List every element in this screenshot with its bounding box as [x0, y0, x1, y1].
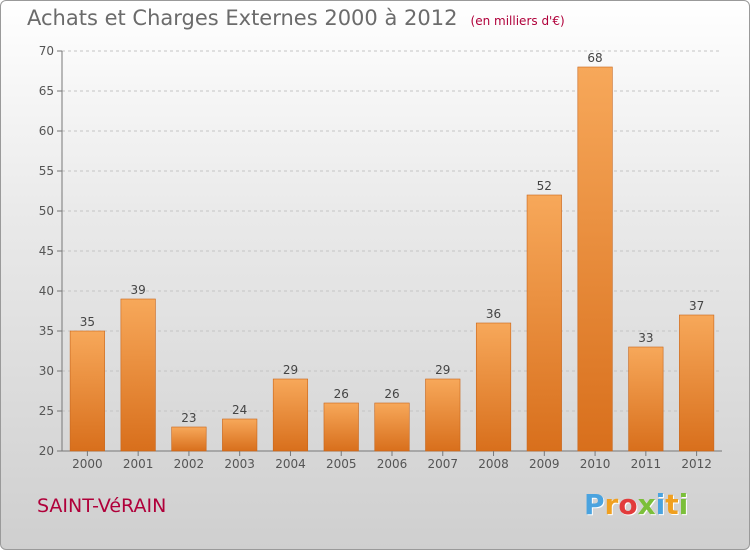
- x-tick-label: 2007: [427, 457, 458, 471]
- logo-letter: x: [637, 488, 656, 521]
- proxiti-logo: Proxiti: [584, 488, 688, 521]
- x-tick-label: 2012: [681, 457, 712, 471]
- logo-letter: i: [678, 488, 689, 521]
- x-tick-label: 2009: [529, 457, 560, 471]
- bar: [323, 402, 359, 452]
- y-tick-label: 70: [39, 44, 54, 58]
- y-tick-label: 50: [39, 204, 54, 218]
- y-tick-label: 40: [39, 284, 54, 298]
- x-tick-label: 2005: [326, 457, 357, 471]
- bar-value-label: 29: [435, 363, 450, 377]
- bar: [272, 378, 309, 452]
- y-tick-label: 30: [39, 364, 54, 378]
- y-tick-label: 65: [39, 84, 54, 98]
- logo-letter: r: [604, 488, 619, 521]
- y-tick-label: 35: [39, 324, 54, 338]
- bar-value-label: 26: [384, 387, 399, 401]
- y-tick-label: 55: [39, 164, 54, 178]
- bar: [526, 194, 562, 452]
- bar-value-label: 39: [131, 283, 146, 297]
- bar-value-label: 52: [537, 179, 552, 193]
- bar-value-label: 23: [181, 411, 196, 425]
- chart-subtitle: (en milliers d'€): [470, 14, 565, 28]
- bar: [628, 346, 664, 452]
- bar: [577, 66, 613, 452]
- bar: [425, 378, 461, 452]
- x-tick-label: 2011: [631, 457, 662, 471]
- logo-letter: t: [665, 488, 679, 521]
- x-tick-label: 2001: [123, 457, 154, 471]
- bar: [171, 426, 207, 452]
- bar-value-label: 36: [486, 307, 501, 321]
- bar: [475, 322, 512, 452]
- bar-value-label: 24: [232, 403, 247, 417]
- bar: [222, 418, 258, 452]
- bar: [69, 330, 105, 452]
- bar-value-label: 26: [334, 387, 349, 401]
- y-tick-label: 60: [39, 124, 54, 138]
- bar-value-label: 68: [587, 51, 602, 65]
- bar-value-label: 37: [689, 299, 704, 313]
- x-tick-label: 2010: [580, 457, 611, 471]
- logo-letter: o: [618, 488, 638, 521]
- title-row: Achats et Charges Externes 2000 à 2012 (…: [27, 6, 565, 30]
- bar: [374, 402, 410, 452]
- commune-name: SAINT-VéRAIN: [37, 495, 167, 517]
- y-tick-label: 25: [39, 404, 54, 418]
- bar: [120, 298, 156, 452]
- bar-value-label: 33: [638, 331, 653, 345]
- logo-letter: P: [584, 488, 605, 521]
- x-tick-label: 2002: [174, 457, 205, 471]
- bar: [679, 314, 715, 452]
- logo-letter: i: [655, 488, 666, 521]
- x-tick-label: 2003: [224, 457, 255, 471]
- y-tick-label: 20: [39, 444, 54, 458]
- y-tick-label: 45: [39, 244, 54, 258]
- x-tick-label: 2000: [72, 457, 103, 471]
- bar-value-label: 29: [283, 363, 298, 377]
- bar-value-label: 35: [80, 315, 95, 329]
- chart-title: Achats et Charges Externes 2000 à 2012: [27, 6, 458, 30]
- x-tick-label: 2008: [478, 457, 509, 471]
- x-tick-label: 2004: [275, 457, 306, 471]
- x-tick-label: 2006: [377, 457, 408, 471]
